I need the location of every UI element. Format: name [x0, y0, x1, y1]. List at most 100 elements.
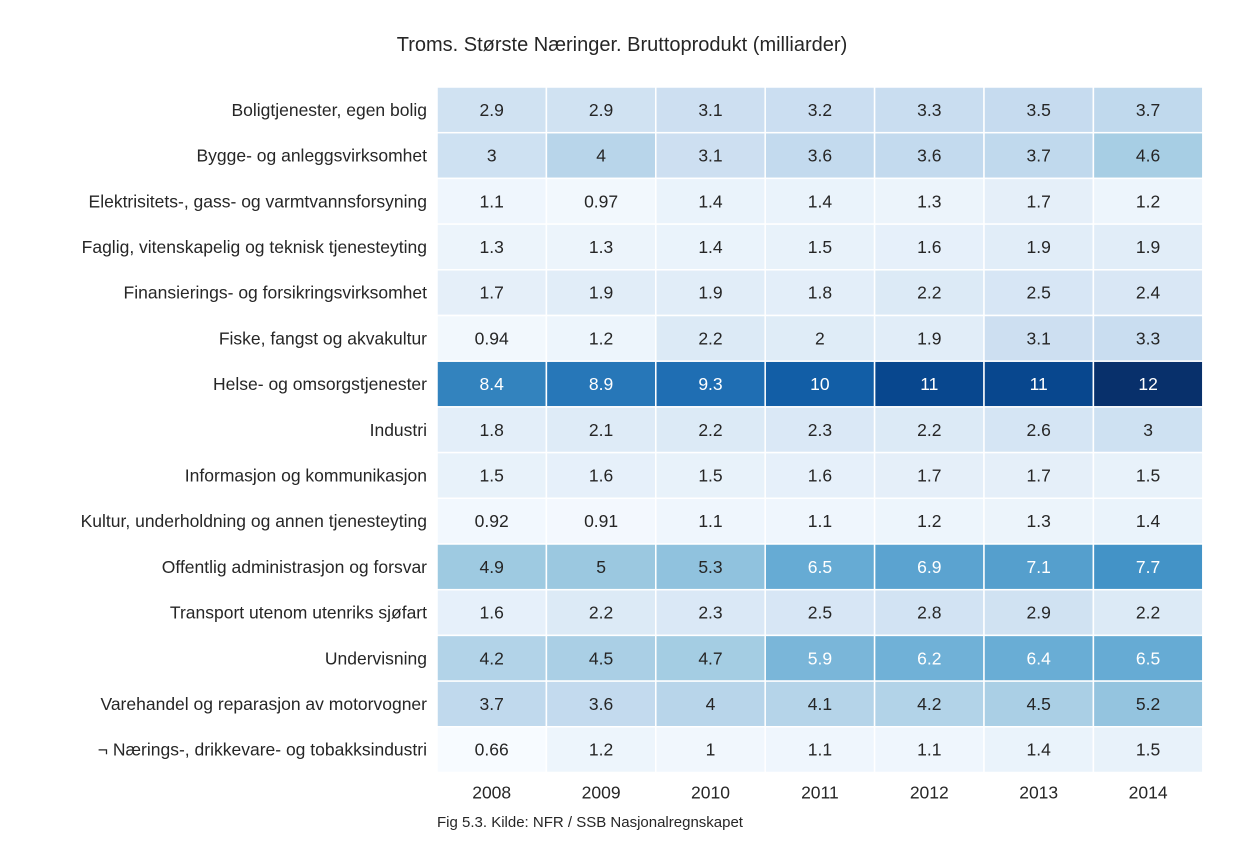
heatmap-cell: [764, 360, 876, 408]
cell-value-label: 0.91: [584, 511, 618, 531]
heatmap-cell: [655, 314, 766, 362]
heatmap-cell: [1092, 360, 1204, 408]
x-tick-label: 2011: [801, 783, 839, 803]
cell-value-label: 1.1: [808, 511, 832, 531]
y-tick-label: Bygge- og anleggsvirksomhet: [196, 146, 427, 166]
heatmap-cell: [764, 177, 876, 225]
figure-caption: Fig 5.3. Kilde: NFR / SSB Nasjonalregnsk…: [437, 814, 743, 831]
cell-value-label: 1.8: [480, 420, 504, 440]
heatmap-cell: [764, 223, 876, 271]
y-tick-label: Informasjon og kommunikasjon: [185, 465, 427, 485]
heatmap-cell: [983, 269, 1095, 317]
cell-value-label: 4.2: [917, 694, 941, 714]
heatmap-cell: [545, 451, 657, 500]
cell-value-label: 3: [1143, 420, 1153, 440]
cell-value-label: 6.9: [917, 557, 941, 577]
cell-value-label: 1.7: [917, 465, 941, 485]
cell-value-label: 1.5: [480, 465, 504, 485]
cell-value-label: 4.5: [589, 648, 613, 668]
cell-value-label: 11: [1030, 374, 1048, 394]
y-tick-label: Undervisning: [325, 648, 427, 668]
heatmap-cell: [1092, 177, 1204, 225]
cell-value-label: 4: [706, 694, 716, 714]
cell-value-label: 2.3: [698, 603, 722, 623]
cell-value-label: 3.7: [480, 694, 504, 714]
heatmap-cell: [1092, 634, 1204, 682]
heatmap-cell: [436, 360, 548, 408]
x-tick-label: 2012: [910, 783, 949, 803]
y-tick-label: Varehandel og reparasjon av motorvogner: [100, 694, 427, 714]
cell-value-label: 1.8: [808, 283, 832, 303]
cell-value-label: 0.97: [584, 191, 618, 211]
cell-value-label: 1.3: [589, 237, 613, 257]
cell-value-label: 1.5: [1136, 465, 1160, 485]
cell-value-label: 3.7: [1136, 100, 1160, 120]
heatmap-cell: [1092, 131, 1204, 180]
heatmap-cell: [436, 131, 548, 180]
heatmap-cell: [764, 680, 876, 728]
heatmap-cell: [873, 177, 985, 225]
heatmap-cell: [655, 588, 766, 637]
cell-value-label: 2.8: [917, 603, 941, 623]
cell-value-label: 3.3: [1136, 328, 1160, 348]
cell-value-label: 7.1: [1027, 557, 1051, 577]
heatmap-cell: [983, 451, 1095, 500]
heatmap-cell: [545, 314, 657, 362]
x-tick-label: 2014: [1129, 783, 1168, 803]
cell-value-label: 1.3: [1027, 511, 1051, 531]
cell-value-label: 4.9: [480, 557, 504, 577]
cell-value-label: 3.2: [808, 100, 832, 120]
cell-value-label: 1.1: [698, 511, 722, 531]
cell-value-label: 4.2: [480, 648, 504, 668]
cell-value-label: 3.7: [1027, 146, 1051, 166]
cell-value-label: 8.9: [589, 374, 613, 394]
heatmap-cell: [983, 360, 1095, 408]
cell-value-label: 1.2: [589, 328, 613, 348]
cell-value-label: 4.1: [808, 694, 832, 714]
heatmap-cell: [983, 314, 1095, 362]
heatmap-cell: [1092, 314, 1204, 362]
y-tick-label: Faglig, vitenskapelig og teknisk tjenest…: [82, 237, 427, 257]
cell-value-label: 1.1: [480, 191, 504, 211]
heatmap-cell: [873, 131, 985, 180]
heatmap-cell: [983, 543, 1095, 591]
heatmap-cell: [545, 726, 657, 774]
heatmap-cell: [983, 86, 1095, 134]
cell-value-label: 1.6: [589, 465, 613, 485]
cell-value-label: 1.9: [1027, 237, 1051, 257]
cell-value-label: 2.4: [1136, 283, 1161, 303]
cell-value-label: 2.9: [480, 100, 504, 120]
cell-value-label: 3.1: [698, 146, 722, 166]
cell-value-label: 1.4: [698, 237, 723, 257]
y-tick-label: Elektrisitets-, gass- og varmtvannsforsy…: [89, 191, 427, 211]
cell-value-label: 3.1: [1027, 328, 1051, 348]
cell-value-label: 1.5: [1136, 740, 1160, 760]
heatmap-cell: [983, 680, 1095, 728]
heatmap-cell: [545, 543, 657, 591]
heatmap-cell: [873, 634, 985, 682]
heatmap-cell: [1092, 269, 1204, 317]
heatmap-cell: [1092, 543, 1204, 591]
y-tick-label: Industri: [370, 420, 427, 440]
cell-value-label: 1.7: [480, 283, 504, 303]
cell-value-label: 1.5: [698, 465, 722, 485]
heatmap-cell: [764, 314, 876, 362]
cell-value-label: 5.2: [1136, 694, 1160, 714]
cell-value-label: 2.5: [808, 603, 832, 623]
cell-value-label: 1: [706, 740, 716, 760]
cell-value-label: 2.2: [589, 603, 613, 623]
cell-value-label: 2.2: [917, 283, 941, 303]
cell-value-label: 1.6: [480, 603, 504, 623]
heatmap-cell: [873, 726, 985, 774]
heatmap-cell: [545, 360, 657, 408]
cell-value-label: 1.4: [1027, 740, 1052, 760]
cell-value-label: 1.9: [589, 283, 613, 303]
cell-value-label: 9.3: [698, 374, 722, 394]
y-tick-label: Boligtjenester, egen bolig: [231, 100, 427, 120]
cell-value-label: 6.2: [917, 648, 941, 668]
heatmap-cell: [545, 131, 657, 180]
cell-value-label: 4: [596, 146, 606, 166]
y-tick-label: Offentlig administrasjon og forsvar: [162, 557, 427, 577]
cell-value-label: 0.92: [475, 511, 509, 531]
heatmap-cell: [764, 497, 876, 545]
